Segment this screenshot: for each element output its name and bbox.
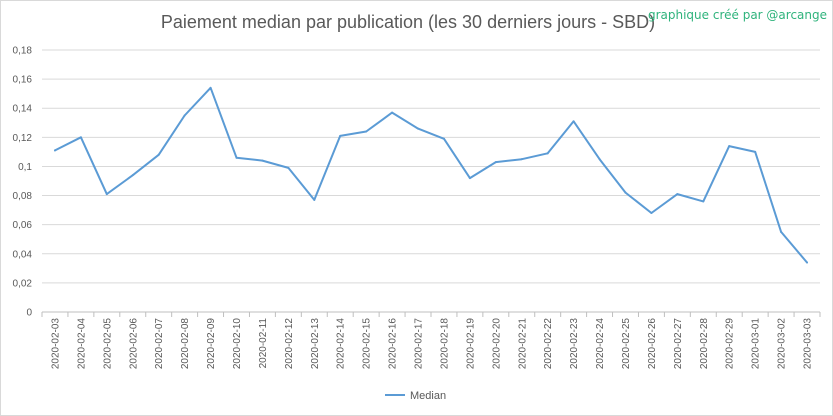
data-point xyxy=(339,134,342,137)
x-tick-label: 2020-02-08 xyxy=(180,318,191,370)
data-point xyxy=(365,130,368,133)
x-tick-label: 2020-02-10 xyxy=(232,318,243,370)
x-tick-label: 2020-02-07 xyxy=(154,318,165,370)
data-point xyxy=(468,177,471,180)
data-point xyxy=(105,193,108,196)
legend-label-median: Median xyxy=(410,390,446,402)
x-tick-label: 2020-03-03 xyxy=(803,318,814,370)
data-point xyxy=(287,166,290,169)
data-point xyxy=(261,159,264,162)
data-point xyxy=(313,198,316,201)
data-point xyxy=(183,114,186,117)
x-tick-label: 2020-02-20 xyxy=(491,318,502,370)
data-point xyxy=(650,212,653,215)
x-tick-label: 2020-02-25 xyxy=(621,318,632,370)
x-tick-label: 2020-02-29 xyxy=(725,318,736,370)
data-point xyxy=(442,137,445,140)
x-tick-label: 2020-02-27 xyxy=(673,318,684,370)
y-tick-label: 0,02 xyxy=(13,278,33,289)
series-line-median xyxy=(54,86,808,264)
data-point xyxy=(157,153,160,156)
x-axis: 2020-02-03 2020-02-04 2020-02-05 2020-02-06… xyxy=(41,312,821,370)
x-tick-label: 2020-03-01 xyxy=(751,318,762,370)
x-tick-label: 2020-02-09 xyxy=(206,318,217,370)
data-point xyxy=(676,193,679,196)
x-tick-label: 2020-02-22 xyxy=(543,318,554,370)
data-point xyxy=(391,111,394,114)
y-tick-label: 0 xyxy=(26,308,32,319)
data-point xyxy=(53,149,56,152)
x-tick-label: 2020-02-21 xyxy=(517,318,528,370)
data-point xyxy=(494,161,497,164)
x-tick-label: 2020-02-28 xyxy=(699,318,710,370)
y-tick-label: 0,12 xyxy=(13,133,33,144)
data-point xyxy=(131,174,134,177)
data-point xyxy=(728,145,731,148)
data-point xyxy=(572,120,575,123)
data-point xyxy=(754,150,757,153)
data-point xyxy=(702,200,705,203)
y-tick-label: 0,14 xyxy=(13,104,33,115)
data-point xyxy=(624,191,627,194)
x-tick-label: 2020-03-02 xyxy=(777,318,788,370)
data-point xyxy=(520,158,523,161)
x-tick-label: 2020-02-17 xyxy=(414,318,425,370)
y-axis: 0 0,02 0,04 0,06 0,08 0,1 0,12 0,14 0,16 0,18 xyxy=(13,46,33,319)
x-tick-label: 2020-02-13 xyxy=(310,318,321,370)
y-tick-label: 0,06 xyxy=(13,220,33,231)
x-tick-label: 2020-02-24 xyxy=(595,318,606,370)
gridlines xyxy=(42,49,820,313)
x-tick-label: 2020-02-26 xyxy=(647,318,658,370)
data-point xyxy=(79,136,82,139)
data-point xyxy=(780,230,783,233)
x-tick-label: 2020-02-03 xyxy=(50,318,61,370)
data-point xyxy=(546,152,549,155)
x-tick-label: 2020-02-06 xyxy=(128,318,139,370)
x-tick-label: 2020-02-16 xyxy=(388,318,399,370)
data-point xyxy=(598,158,601,161)
y-tick-label: 0,18 xyxy=(13,46,33,57)
y-tick-label: 0,1 xyxy=(18,162,32,173)
data-point xyxy=(417,127,420,130)
y-tick-label: 0,04 xyxy=(13,249,33,260)
x-tick-label: 2020-02-18 xyxy=(439,318,450,370)
x-tick-label: 2020-02-23 xyxy=(569,318,580,370)
series-layer xyxy=(53,86,809,264)
data-point xyxy=(209,86,212,89)
data-point xyxy=(235,156,238,159)
chart-credit: graphique créé par @arcange xyxy=(647,8,827,22)
y-tick-label: 0,08 xyxy=(13,191,33,202)
y-tick-label: 0,16 xyxy=(13,75,33,86)
x-tick-label: 2020-02-15 xyxy=(362,318,373,370)
x-tick-label: 2020-02-11 xyxy=(258,318,269,369)
data-point xyxy=(806,261,809,264)
legend: Median xyxy=(385,390,446,402)
x-tick-label: 2020-02-14 xyxy=(336,318,347,370)
chart-title: Paiement median par publication (les 30 … xyxy=(160,12,656,32)
x-tick-label: 2020-02-05 xyxy=(102,318,113,370)
x-tick-label: 2020-02-19 xyxy=(465,318,476,370)
x-tick-label: 2020-02-04 xyxy=(76,318,87,370)
x-tick-label: 2020-02-12 xyxy=(284,318,295,370)
